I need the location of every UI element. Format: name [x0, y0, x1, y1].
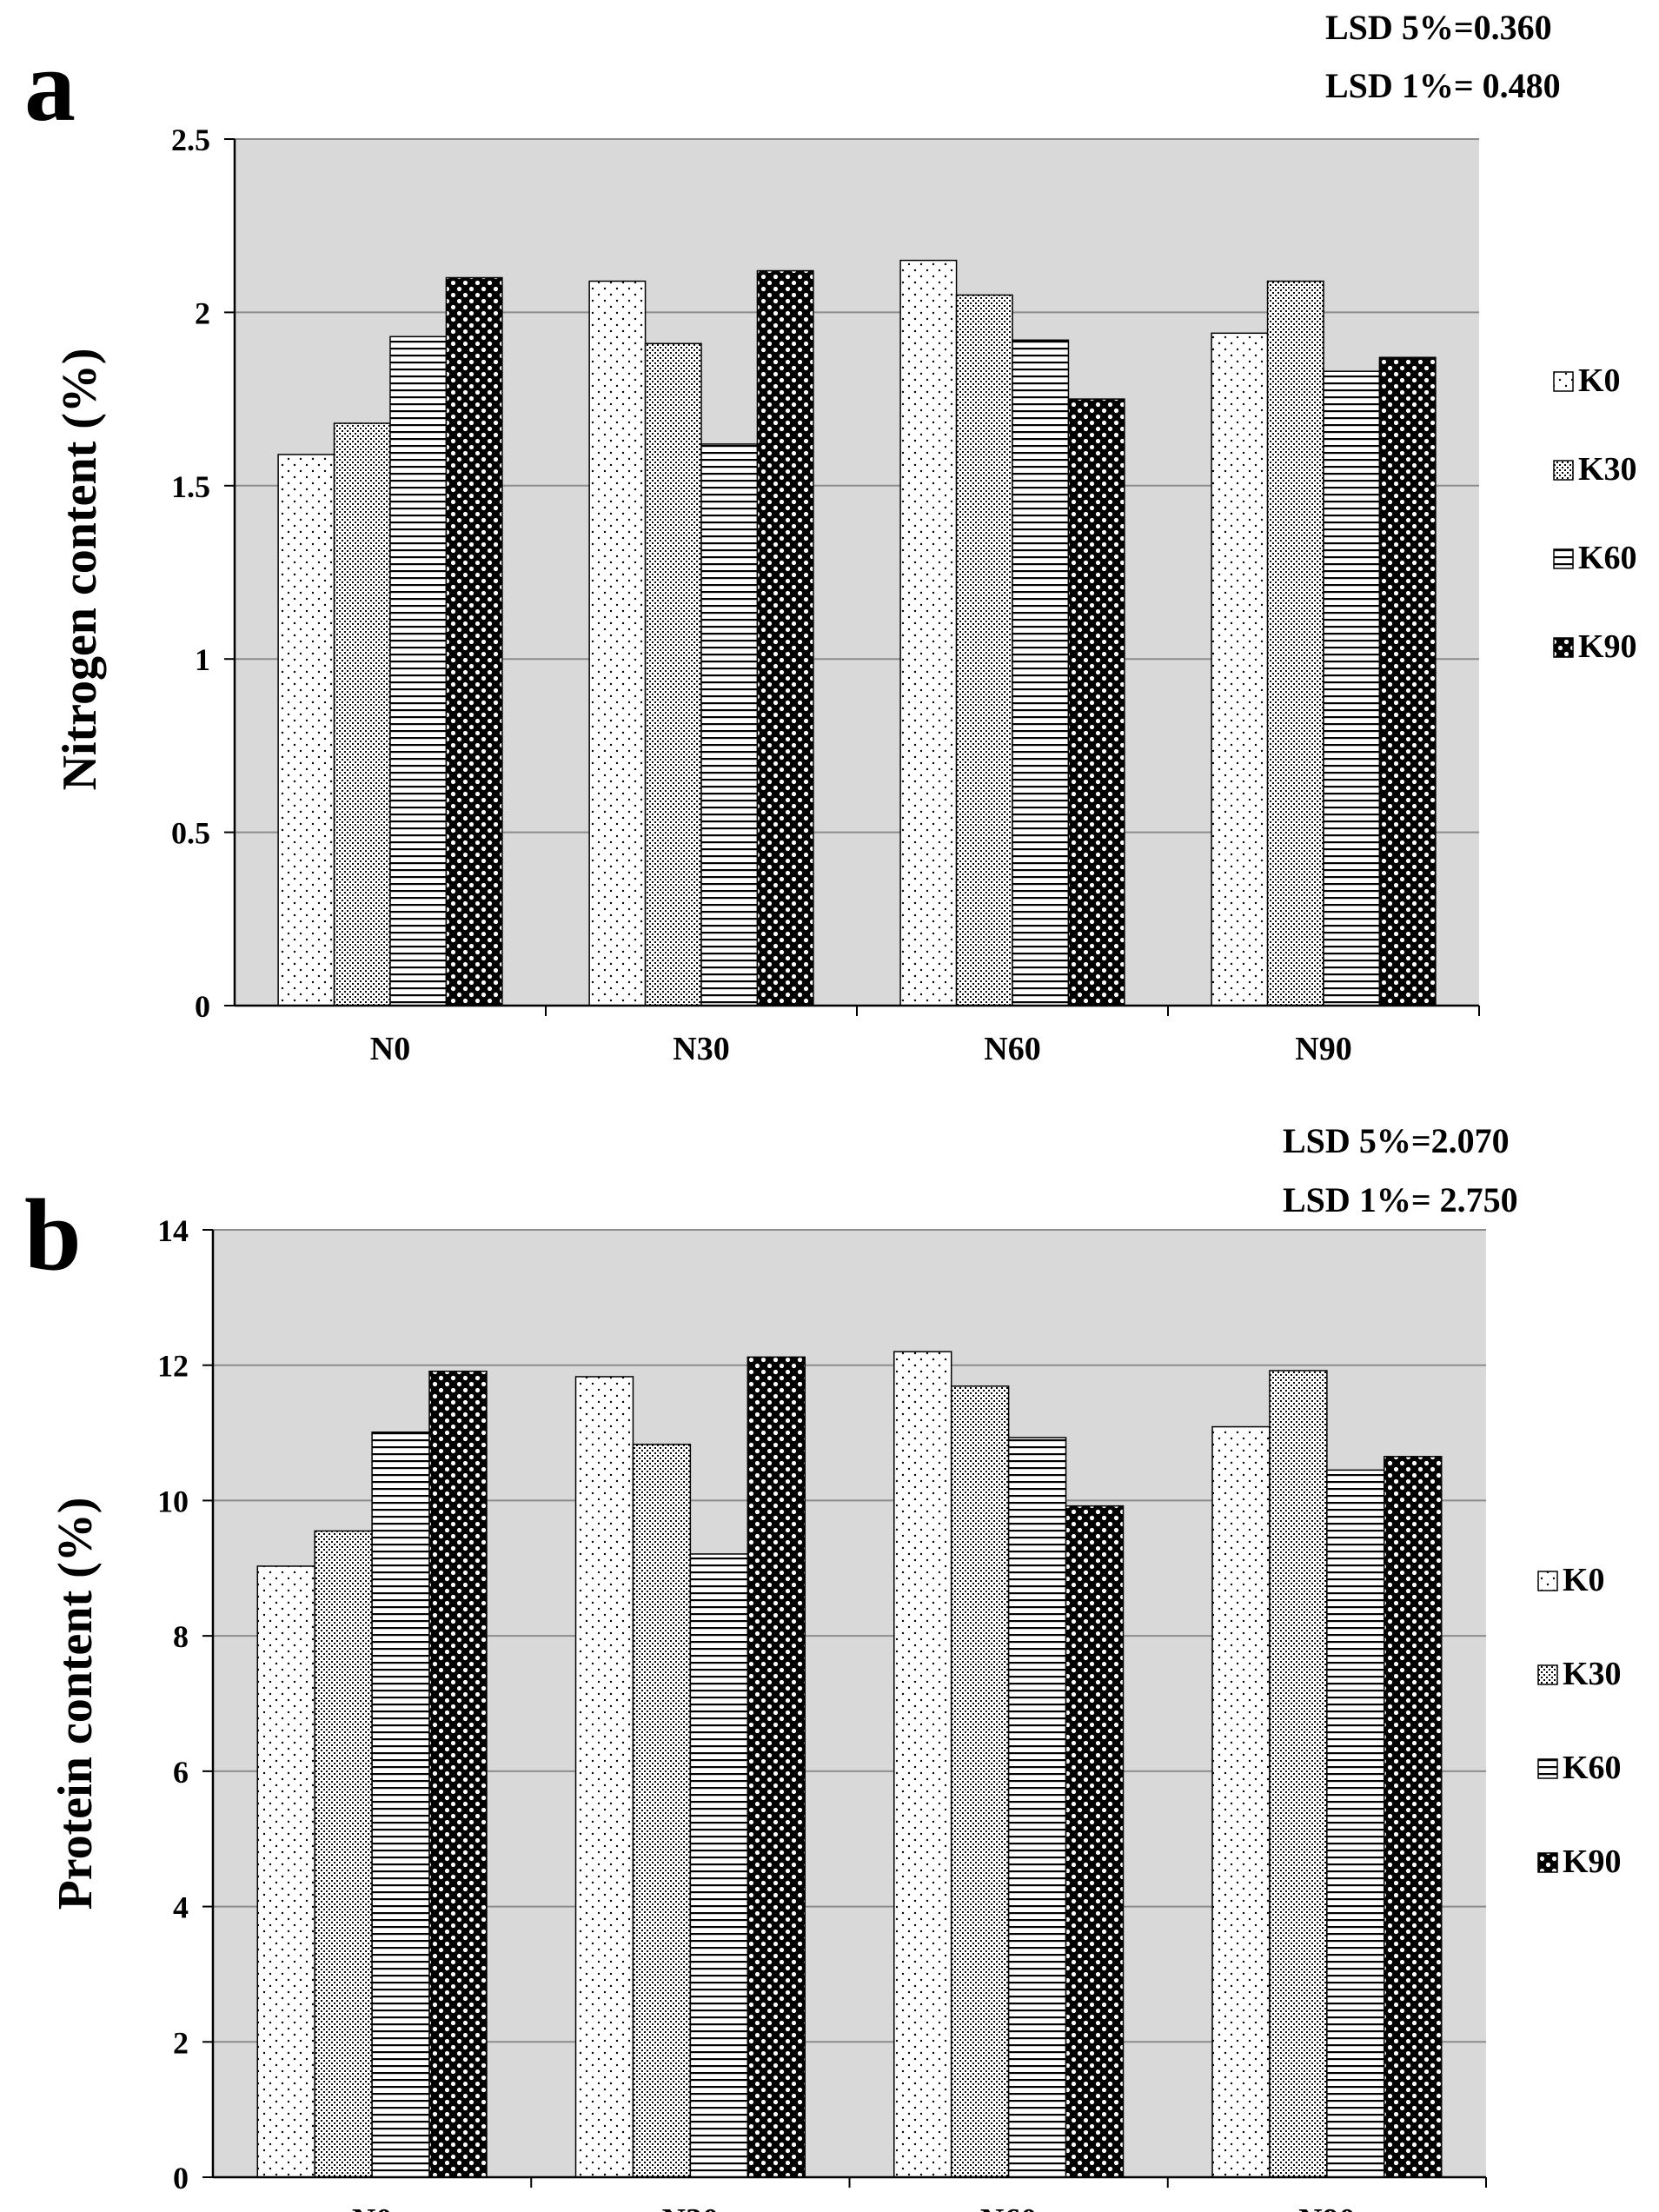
- y-tick-label: 2: [173, 2025, 189, 2060]
- bar-k0-n90: [1211, 332, 1269, 1006]
- bar-k30-n60: [950, 1385, 1010, 2178]
- panel-label: a: [24, 29, 76, 143]
- legend-label-k0: K0: [1578, 362, 1621, 399]
- y-tick-label: 10: [157, 1484, 189, 1518]
- legend-label-k30: K30: [1563, 1656, 1622, 1692]
- bar-k30-n90: [1269, 1370, 1328, 2178]
- bar-k90-n90: [1384, 1456, 1443, 2178]
- legend-swatch-k90: [1537, 1852, 1558, 1873]
- bar-k90-n30: [747, 1356, 806, 2178]
- x-tick-label: N30: [662, 2202, 719, 2212]
- chart-panel-a: a LSD 5%=0.360 LSD 1%= 0.480 Nitrogen co…: [24, 8, 1637, 1067]
- bar-k90-n0: [428, 1370, 488, 2178]
- bar-k30-n0: [333, 422, 391, 1006]
- x-tick-label: N90: [1298, 2202, 1355, 2212]
- bar-k60-n30: [700, 443, 759, 1006]
- x-tick-label: N90: [1295, 1031, 1351, 1067]
- bar-k0-n0: [277, 454, 335, 1006]
- bar-k30-n30: [632, 1444, 692, 2178]
- bar-k90-n30: [756, 269, 814, 1006]
- bar-k60-n0: [389, 335, 448, 1006]
- legend-label-k0: K0: [1563, 1562, 1605, 1598]
- bar-k90-n0: [445, 276, 503, 1006]
- panel-label: b: [24, 1178, 82, 1292]
- chart-panel-b: b LSD 5%=2.070 LSD 1%= 2.750 Protein con…: [24, 1121, 1622, 2212]
- legend-swatch-k60: [1537, 1758, 1558, 1779]
- x-tick-label: N60: [980, 2202, 1037, 2212]
- legend-label-k30: K30: [1578, 451, 1637, 488]
- lsd-1-label: LSD 1%= 0.480: [1325, 66, 1561, 105]
- bar-k0-n30: [574, 1376, 634, 2178]
- y-tick-label: 2.5: [171, 123, 210, 157]
- bar-k30-n0: [314, 1530, 373, 2178]
- y-axis-label: Protein content (%): [49, 1498, 103, 1910]
- bar-k30-n60: [955, 294, 1013, 1006]
- bar-k60-n90: [1326, 1469, 1385, 2178]
- bar-k0-n0: [256, 1565, 315, 2178]
- bar-k60-n0: [371, 1431, 430, 2178]
- y-tick-label: 2: [195, 296, 210, 330]
- legend-label-k60: K60: [1563, 1750, 1622, 1786]
- bar-k60-n30: [689, 1553, 749, 2178]
- lsd-1-label: LSD 1%= 2.750: [1283, 1180, 1518, 1219]
- legend-swatch-k30: [1537, 1664, 1558, 1685]
- y-tick-label: 0: [173, 2161, 189, 2195]
- y-axis-label: Nitrogen content (%): [53, 348, 107, 790]
- bar-k30-n90: [1266, 280, 1324, 1006]
- legend-swatch-k0: [1553, 371, 1574, 392]
- bar-k60-n60: [1007, 1437, 1067, 2178]
- legend-swatch-k30: [1553, 460, 1574, 481]
- plot-area: 0 0.5 1 1.5 2 2.5 N0 N30 N60 N90: [171, 123, 1480, 1067]
- y-tick-label: 1: [195, 642, 210, 677]
- legend: K0 K30 K60 K90: [1537, 1562, 1622, 1880]
- y-tick-label: 0.5: [171, 816, 210, 851]
- y-tick-label: 8: [173, 1619, 189, 1654]
- legend-label-k90: K90: [1563, 1843, 1622, 1880]
- bar-k30-n30: [644, 342, 702, 1006]
- bar-k0-n60: [899, 259, 958, 1006]
- legend-swatch-k90: [1553, 637, 1574, 658]
- y-tick-label: 6: [173, 1755, 189, 1790]
- bar-k90-n90: [1378, 356, 1437, 1006]
- y-tick-label: 14: [157, 1213, 189, 1248]
- y-tick-label: 4: [173, 1890, 189, 1925]
- bar-k0-n90: [1211, 1425, 1271, 2178]
- bar-k0-n30: [588, 280, 647, 1006]
- y-tick-label: 0: [195, 989, 210, 1024]
- legend-swatch-k0: [1537, 1571, 1558, 1591]
- legend-label-k60: K60: [1578, 540, 1637, 576]
- legend-swatch-k60: [1553, 548, 1574, 569]
- bar-k90-n60: [1065, 1505, 1125, 2178]
- plot-area: 0 2 4 6 8 10 12 14 N0 N30 N60 N90: [157, 1213, 1487, 2212]
- bar-k60-n90: [1323, 370, 1381, 1006]
- bar-k0-n60: [893, 1351, 952, 2178]
- legend-label-k90: K90: [1578, 628, 1637, 665]
- y-tick-label: 12: [157, 1349, 189, 1384]
- y-tick-label: 1.5: [171, 469, 210, 504]
- bar-k60-n60: [1012, 339, 1070, 1006]
- lsd-5-label: LSD 5%=2.070: [1283, 1121, 1510, 1160]
- lsd-5-label: LSD 5%=0.360: [1325, 8, 1552, 47]
- x-tick-label: N0: [352, 2202, 392, 2212]
- x-tick-label: N30: [673, 1031, 729, 1067]
- legend: K0 K30 K60 K90: [1553, 362, 1637, 665]
- x-tick-label: N0: [370, 1031, 410, 1067]
- x-tick-label: N60: [984, 1031, 1040, 1067]
- bar-k90-n60: [1067, 398, 1125, 1006]
